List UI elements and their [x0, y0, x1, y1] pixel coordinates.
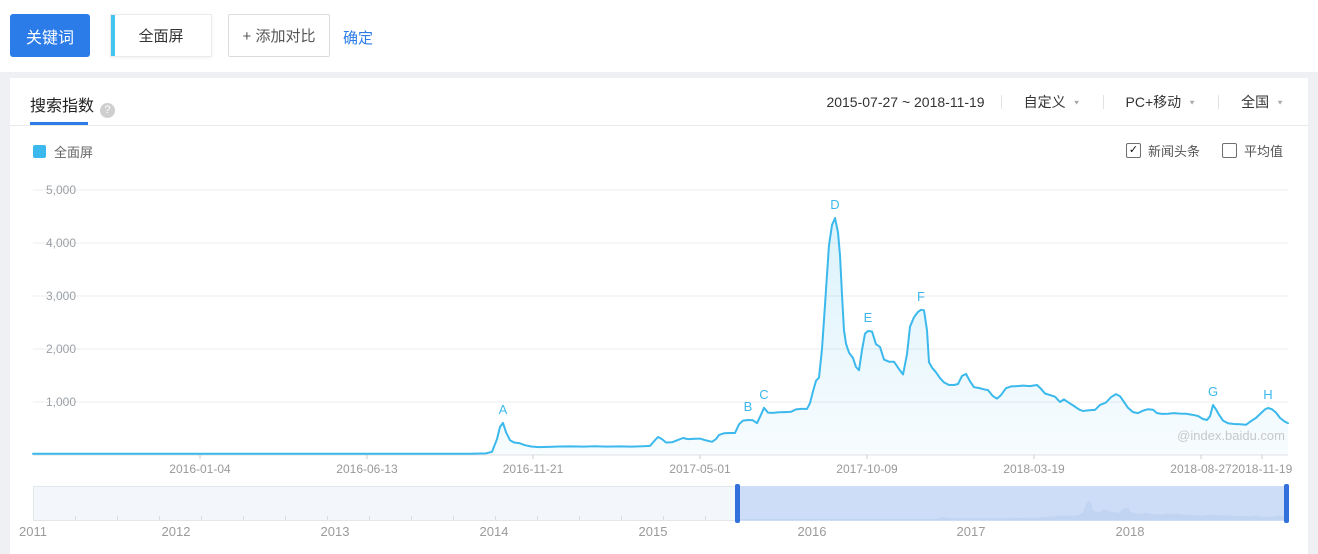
tab-active-underline [30, 122, 88, 125]
confirm-link[interactable]: 确定 [343, 30, 374, 47]
keyword-chip-label: 全面屏 [138, 28, 184, 45]
timeline-selected-range[interactable] [737, 486, 1288, 521]
date-range-text[interactable]: 2015-07-27 ~ 2018-11-19 [826, 94, 985, 110]
year-label-2011: 2011 [19, 524, 47, 539]
year-label-2018: 2018 [1115, 524, 1145, 539]
help-icon[interactable]: ? [100, 103, 116, 118]
chart-plot-area[interactable] [33, 180, 1288, 456]
year-label-2015: 2015 [638, 524, 668, 539]
legend-swatch [33, 145, 46, 158]
timeline-handle-right[interactable] [1284, 484, 1289, 523]
tab-search-index[interactable]: 搜索指数? [30, 92, 116, 118]
divider [1102, 95, 1104, 109]
platform-dropdown[interactable]: PC+移动 ▼ [1120, 92, 1203, 112]
news-headlines-label: 新闻头条 [1147, 144, 1200, 159]
tab-search-index-label: 搜索指数 [30, 98, 95, 115]
year-label-2017: 2017 [956, 524, 986, 539]
year-label-2012: 2012 [161, 524, 191, 539]
average-value-label: 平均值 [1243, 144, 1283, 159]
platform-value: PC+移动 [1125, 94, 1182, 110]
range-mode-dropdown[interactable]: 自定义 ▼ [1018, 92, 1087, 112]
region-dropdown[interactable]: 全国 ▼ [1235, 92, 1290, 112]
range-mode-value: 自定义 [1023, 94, 1066, 110]
header-controls: 2015-07-27 ~ 2018-11-19 自定义 ▼ PC+移动 ▼ 全国… [826, 91, 1290, 113]
average-value-checkbox[interactable] [1221, 143, 1237, 158]
chevron-down-icon: ▼ [1188, 98, 1197, 106]
toggle-average-value[interactable]: 平均值 [1221, 141, 1283, 160]
keyword-chip[interactable]: 全面屏 [110, 14, 212, 57]
year-label-2016: 2016 [797, 524, 827, 539]
divider [1000, 95, 1002, 109]
divider [1218, 95, 1220, 109]
legend-label: 全面屏 [54, 145, 94, 160]
chevron-down-icon: ▼ [1276, 98, 1284, 106]
topbar: 关键词 全面屏 + 添加对比 确定 [0, 0, 1318, 72]
keyword-button[interactable]: 关键词 [10, 14, 90, 57]
keyword-chip-accent [111, 15, 115, 56]
toggle-news-headlines[interactable]: ✓ 新闻头条 [1125, 141, 1200, 160]
legend-item-keyword[interactable]: 全面屏 [33, 142, 93, 161]
region-value: 全国 [1241, 94, 1270, 110]
timeline-handle-left[interactable] [735, 484, 740, 523]
chart-toggles: ✓ 新闻头条 平均值 [1125, 141, 1283, 160]
panel-header: 搜索指数? 2015-07-27 ~ 2018-11-19 自定义 ▼ PC+移… [10, 78, 1308, 126]
chevron-down-icon: ▼ [1072, 98, 1081, 106]
year-label-2014: 2014 [479, 524, 509, 539]
add-compare-button[interactable]: + 添加对比 [228, 14, 330, 57]
year-label-2013: 2013 [320, 524, 350, 539]
news-headlines-checkbox[interactable]: ✓ [1125, 143, 1141, 158]
